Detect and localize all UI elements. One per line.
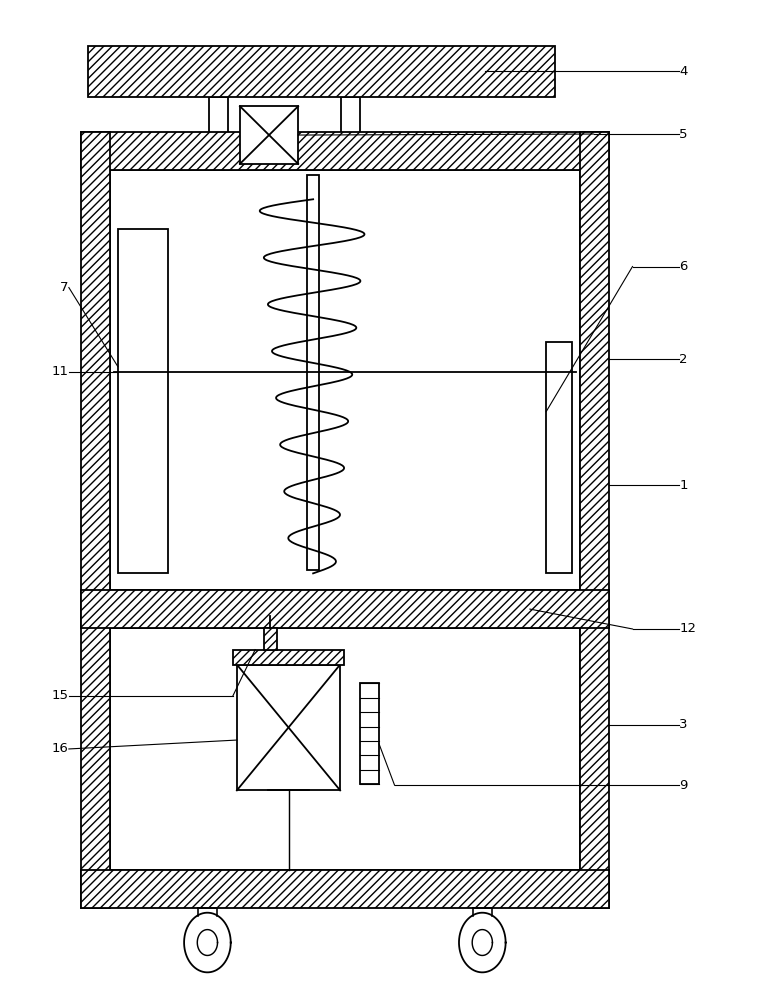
Bar xyxy=(81,590,609,628)
Bar xyxy=(81,132,110,908)
Bar xyxy=(233,650,344,665)
Bar xyxy=(341,97,360,170)
Bar xyxy=(110,170,579,590)
Bar xyxy=(117,229,168,573)
Bar xyxy=(240,106,298,164)
Bar xyxy=(209,97,228,170)
Bar xyxy=(88,46,555,97)
Text: 3: 3 xyxy=(679,718,687,731)
Text: 5: 5 xyxy=(679,128,687,141)
Text: 15: 15 xyxy=(52,689,69,702)
Text: 11: 11 xyxy=(52,365,69,378)
Text: 12: 12 xyxy=(679,622,696,635)
Bar xyxy=(81,132,609,170)
Text: 7: 7 xyxy=(60,281,69,294)
Bar xyxy=(359,683,379,784)
Text: 9: 9 xyxy=(679,779,687,792)
Bar xyxy=(81,870,609,908)
Text: 4: 4 xyxy=(679,65,687,78)
Bar xyxy=(307,175,319,570)
Bar xyxy=(579,132,609,908)
Text: 2: 2 xyxy=(679,353,687,366)
Bar xyxy=(264,628,276,650)
Bar xyxy=(110,628,579,870)
Text: 6: 6 xyxy=(679,260,687,273)
Text: 16: 16 xyxy=(52,742,69,755)
Text: 1: 1 xyxy=(679,479,687,492)
Bar xyxy=(547,342,572,573)
Bar xyxy=(236,665,340,790)
